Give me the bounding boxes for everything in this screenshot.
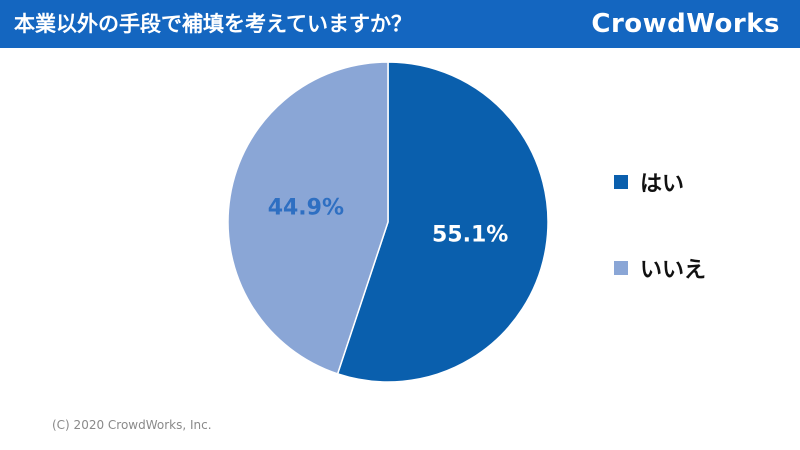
- legend-item-2: いいえ: [614, 253, 706, 283]
- legend: はい いいえ: [614, 0, 794, 450]
- copyright-footer: (C) 2020 CrowdWorks, Inc.: [52, 418, 212, 432]
- pie-slice-label-1: 55.1%: [432, 222, 508, 247]
- legend-item-1: はい: [614, 167, 684, 197]
- legend-label-1: はい: [640, 172, 685, 197]
- crowdworks-logo: CrowdWorks: [591, 9, 780, 39]
- legend-swatch-1: [614, 175, 628, 189]
- pie-slice-label-2: 44.9%: [268, 196, 344, 221]
- pie-chart: 55.1% 44.9%: [227, 61, 549, 383]
- header-bar: 本業以外の手段で補填を考えていますか？ CrowdWorks: [0, 0, 800, 48]
- legend-swatch-2: [614, 261, 628, 275]
- chart-title: 本業以外の手段で補填を考えていますか？: [14, 12, 412, 36]
- legend-label-2: いいえ: [640, 258, 707, 283]
- pie-slice-1: [336, 61, 549, 383]
- pie-slice-2: [227, 61, 389, 375]
